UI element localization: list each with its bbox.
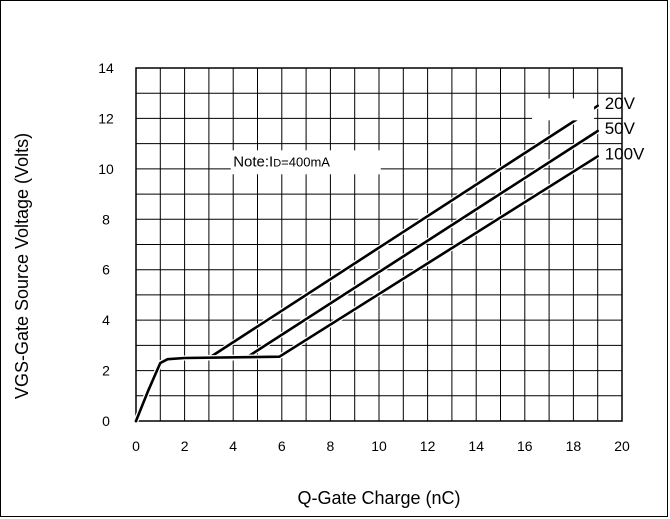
series-label-100V: 100V: [605, 144, 645, 163]
series-layer: [133, 103, 600, 423]
grid: [136, 68, 622, 421]
x-tick-label: 2: [181, 438, 189, 454]
note-annotation: Note:ID=400mA: [233, 153, 330, 170]
y-tick-label: 10: [98, 161, 114, 177]
legend-backing: [532, 98, 595, 121]
x-tick-label: 4: [229, 438, 237, 454]
x-tick-label: 16: [517, 438, 533, 454]
series-line-50V: [134, 129, 600, 423]
y-tick-label: 4: [102, 312, 110, 328]
series-label-50V: 50V: [605, 119, 636, 138]
y-tick-labels: 0 2 4 6 8 10 12 14: [98, 60, 114, 429]
x-axis-title: Q-Gate Charge (nC): [297, 488, 460, 508]
x-tick-label: 20: [614, 438, 630, 454]
y-tick-label: 12: [98, 110, 114, 126]
series-halo: [133, 154, 600, 422]
x-tick-labels: 0 2 4 6 8 10 12 14 16 18 20: [132, 438, 630, 454]
y-tick-label: 0: [102, 413, 110, 429]
x-tick-label: 0: [132, 438, 140, 454]
x-tick-label: 12: [420, 438, 436, 454]
plot-border: [135, 67, 623, 422]
x-tick-label: 14: [468, 438, 484, 454]
y-tick-label: 8: [102, 211, 110, 227]
note-backing: [230, 150, 381, 175]
y-tick-label: 6: [102, 262, 110, 278]
x-tick-label: 6: [278, 438, 286, 454]
x-tick-label: 18: [566, 438, 582, 454]
series-line-100V: [134, 155, 600, 423]
series-labels: 20V 50V 100V: [605, 94, 645, 163]
y-tick-label: 14: [98, 60, 114, 76]
y-axis-title: VGS-Gate Source Voltage (Volts): [12, 133, 32, 399]
series-label-20V: 20V: [605, 94, 636, 113]
y-tick-label: 2: [102, 363, 110, 379]
x-tick-label: 10: [371, 438, 387, 454]
x-tick-label: 8: [327, 438, 335, 454]
